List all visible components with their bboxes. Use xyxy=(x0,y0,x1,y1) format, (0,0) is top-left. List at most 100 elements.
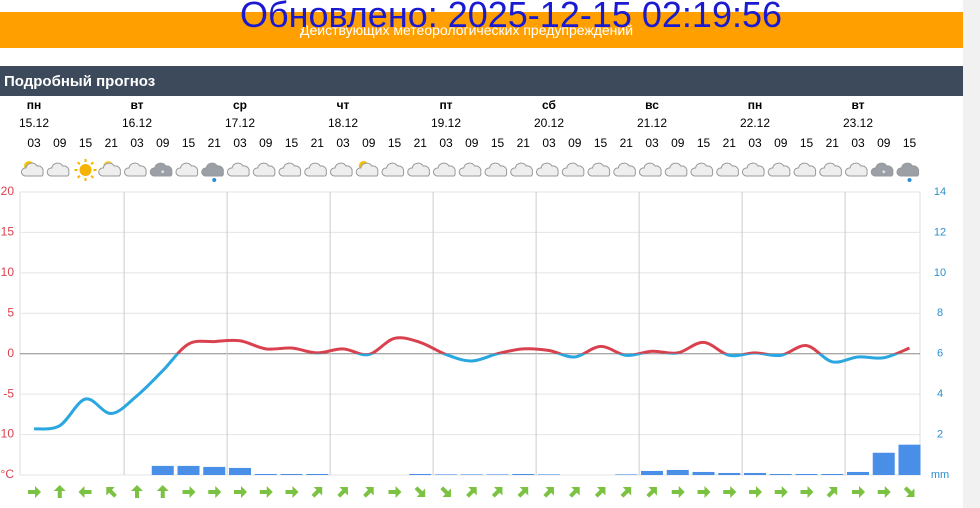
wind-arrow xyxy=(156,485,169,498)
plot-area xyxy=(19,191,921,476)
day-name: пн xyxy=(748,98,763,112)
wind-arrow xyxy=(826,487,838,498)
day-name: вт xyxy=(130,98,143,112)
wind-arrow xyxy=(903,486,915,497)
day-name: чт xyxy=(337,98,350,112)
banner-text[interactable]: Действующих метеорологических предупрежд… xyxy=(300,22,634,38)
arrow xyxy=(800,486,814,498)
weather-icon xyxy=(355,161,379,177)
wind-arrow xyxy=(414,486,426,497)
y2-tick-label: mm xyxy=(931,469,949,481)
y-tick-label: -10 xyxy=(0,427,14,441)
wind-arrow xyxy=(388,486,402,498)
cloud xyxy=(639,162,662,177)
time-label: 21 xyxy=(517,136,531,150)
time-label: 21 xyxy=(723,136,737,150)
weather-icon xyxy=(278,162,302,177)
y2-tick-label: 14 xyxy=(934,186,946,198)
wind-arrow xyxy=(877,486,891,498)
wind-arrow xyxy=(440,486,451,497)
time-label: 03 xyxy=(27,136,41,150)
precip-bar xyxy=(512,473,535,475)
weather-icon xyxy=(252,162,276,177)
y2-tick-label: 12 xyxy=(934,226,946,238)
y-tick-label: 20 xyxy=(1,184,15,198)
time-label: 09 xyxy=(156,136,170,150)
arrow xyxy=(826,487,838,498)
time-label: 15 xyxy=(903,136,917,150)
cloud xyxy=(767,162,791,177)
weather-icon xyxy=(845,162,868,177)
day-date: 23.12 xyxy=(843,116,873,130)
precip-bar xyxy=(435,474,457,475)
precip-bar xyxy=(486,474,509,475)
wind-arrow xyxy=(311,487,323,498)
weather-icon xyxy=(46,162,70,177)
weather-icon xyxy=(639,162,662,177)
cloud xyxy=(716,162,739,177)
weather-icon xyxy=(433,162,456,177)
y-tick-label: °C xyxy=(1,467,15,481)
ray xyxy=(77,174,81,179)
weather-icon xyxy=(175,162,199,177)
time-label: 15 xyxy=(491,136,505,150)
time-label: 15 xyxy=(79,136,93,150)
precip-bar xyxy=(795,473,818,475)
precip-bar xyxy=(666,469,689,475)
cloud xyxy=(21,162,44,177)
time-label: 09 xyxy=(465,136,479,150)
arrow xyxy=(388,486,402,498)
arrow xyxy=(517,487,529,498)
cloud xyxy=(793,162,817,177)
precip-bar xyxy=(641,470,663,475)
time-label: 21 xyxy=(208,136,222,150)
wind-arrow xyxy=(852,486,865,498)
snowflake: * xyxy=(882,168,886,178)
cloud xyxy=(433,162,456,177)
temperature-line xyxy=(175,336,911,354)
wind-arrow xyxy=(594,487,606,498)
precip-bar xyxy=(847,471,869,475)
cloud xyxy=(407,162,430,177)
time-label: 09 xyxy=(568,136,582,150)
wind-arrow xyxy=(671,486,685,498)
cloud xyxy=(587,162,611,177)
weather-icon: * xyxy=(870,162,894,178)
y-tick-label: 0 xyxy=(7,346,14,360)
wind-arrow xyxy=(620,487,632,498)
weather-icon xyxy=(21,161,44,177)
section-title: Подробный прогноз xyxy=(4,73,156,90)
time-label: 09 xyxy=(362,136,376,150)
precip-bar xyxy=(280,473,303,475)
time-label: 03 xyxy=(130,136,144,150)
overlay-title: Обновлено: 2025-12-15 02:19:56 xyxy=(239,0,783,35)
arrow xyxy=(208,486,222,498)
time-label: 21 xyxy=(826,136,840,150)
wind-arrow xyxy=(697,486,711,498)
arrow xyxy=(78,486,92,498)
chevron[interactable]: › xyxy=(300,22,305,38)
wind-arrow xyxy=(543,487,554,498)
weather-icon xyxy=(458,162,482,177)
arrow xyxy=(774,486,788,498)
arrow xyxy=(259,486,273,498)
day-name: ср xyxy=(233,98,247,112)
time-label: 15 xyxy=(800,136,814,150)
day-date: 19.12 xyxy=(431,116,461,130)
scrollbar[interactable] xyxy=(963,0,980,508)
time-label: 03 xyxy=(336,136,350,150)
warning-banner[interactable]: Действующих метеорологических предупрежд… xyxy=(0,12,963,48)
cloud xyxy=(46,162,70,177)
wind-arrow xyxy=(28,486,41,498)
weather-icon xyxy=(407,162,430,177)
weather-icon xyxy=(536,162,559,177)
precip-bar xyxy=(151,465,174,475)
cloud xyxy=(845,162,868,177)
day-date: 21.12 xyxy=(637,116,667,130)
wind-arrow xyxy=(285,486,299,498)
arrow xyxy=(337,487,348,498)
cloud xyxy=(510,162,533,177)
wind-arrow xyxy=(466,487,477,498)
temperature-line-negative xyxy=(33,353,901,431)
